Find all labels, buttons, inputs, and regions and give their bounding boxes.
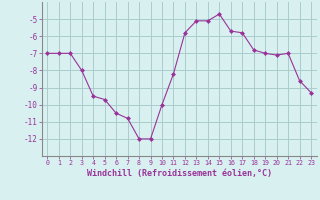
X-axis label: Windchill (Refroidissement éolien,°C): Windchill (Refroidissement éolien,°C) [87,169,272,178]
